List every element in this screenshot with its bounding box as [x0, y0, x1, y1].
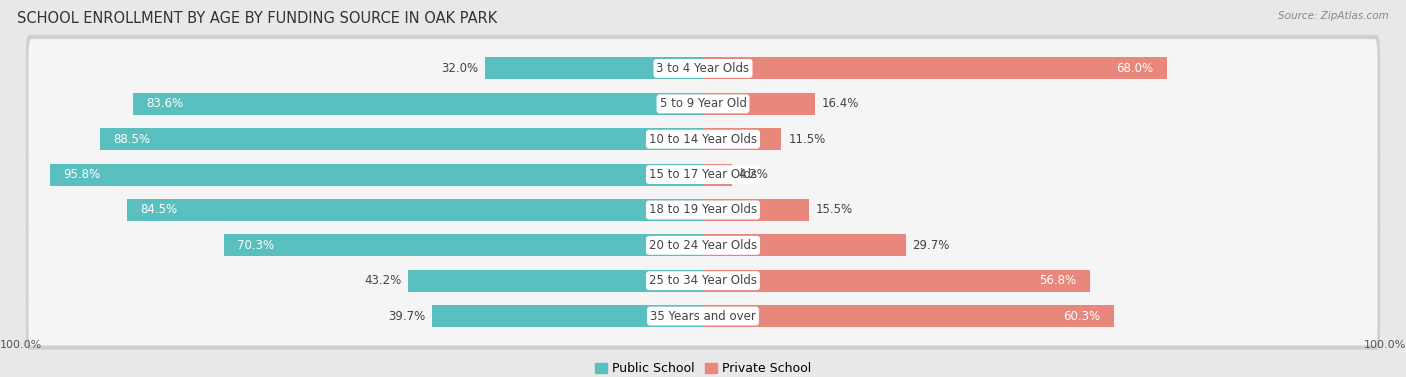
Text: 15.5%: 15.5%: [815, 204, 852, 216]
Text: 18 to 19 Year Olds: 18 to 19 Year Olds: [650, 204, 756, 216]
FancyBboxPatch shape: [25, 247, 1381, 314]
FancyBboxPatch shape: [25, 282, 1381, 350]
Text: 29.7%: 29.7%: [912, 239, 949, 252]
FancyBboxPatch shape: [28, 287, 1378, 345]
FancyBboxPatch shape: [25, 176, 1381, 244]
Text: 95.8%: 95.8%: [63, 168, 100, 181]
Bar: [703, 234, 905, 256]
Text: Source: ZipAtlas.com: Source: ZipAtlas.com: [1278, 11, 1389, 21]
Bar: [100, 128, 703, 150]
Text: 60.3%: 60.3%: [1063, 310, 1101, 323]
FancyBboxPatch shape: [25, 35, 1381, 102]
Text: SCHOOL ENROLLMENT BY AGE BY FUNDING SOURCE IN OAK PARK: SCHOOL ENROLLMENT BY AGE BY FUNDING SOUR…: [17, 11, 498, 26]
Text: 56.8%: 56.8%: [1039, 274, 1077, 287]
Text: 84.5%: 84.5%: [141, 204, 177, 216]
Text: 20 to 24 Year Olds: 20 to 24 Year Olds: [650, 239, 756, 252]
Bar: [485, 58, 703, 80]
Bar: [432, 305, 703, 327]
Bar: [224, 234, 703, 256]
FancyBboxPatch shape: [28, 216, 1378, 275]
Text: 16.4%: 16.4%: [821, 97, 859, 110]
Text: 35 Years and over: 35 Years and over: [650, 310, 756, 323]
Bar: [703, 58, 1167, 80]
Bar: [134, 93, 703, 115]
Legend: Public School, Private School: Public School, Private School: [595, 362, 811, 375]
Bar: [703, 199, 808, 221]
FancyBboxPatch shape: [28, 145, 1378, 204]
FancyBboxPatch shape: [28, 75, 1378, 133]
Bar: [127, 199, 703, 221]
Text: 3 to 4 Year Olds: 3 to 4 Year Olds: [657, 62, 749, 75]
Bar: [408, 270, 703, 292]
Text: 88.5%: 88.5%: [112, 133, 150, 146]
Text: 43.2%: 43.2%: [364, 274, 402, 287]
Text: 32.0%: 32.0%: [441, 62, 478, 75]
Bar: [703, 128, 782, 150]
Text: 39.7%: 39.7%: [388, 310, 426, 323]
Text: 10 to 14 Year Olds: 10 to 14 Year Olds: [650, 133, 756, 146]
Text: 5 to 9 Year Old: 5 to 9 Year Old: [659, 97, 747, 110]
FancyBboxPatch shape: [28, 39, 1378, 98]
Bar: [703, 270, 1090, 292]
FancyBboxPatch shape: [25, 141, 1381, 208]
Text: 15 to 17 Year Olds: 15 to 17 Year Olds: [650, 168, 756, 181]
FancyBboxPatch shape: [25, 212, 1381, 279]
Text: 11.5%: 11.5%: [789, 133, 825, 146]
Text: 70.3%: 70.3%: [238, 239, 274, 252]
Text: 68.0%: 68.0%: [1116, 62, 1153, 75]
Text: 25 to 34 Year Olds: 25 to 34 Year Olds: [650, 274, 756, 287]
Text: 83.6%: 83.6%: [146, 97, 184, 110]
FancyBboxPatch shape: [28, 110, 1378, 169]
FancyBboxPatch shape: [25, 106, 1381, 173]
Bar: [703, 305, 1114, 327]
FancyBboxPatch shape: [28, 251, 1378, 310]
FancyBboxPatch shape: [28, 181, 1378, 239]
Bar: [703, 164, 731, 185]
FancyBboxPatch shape: [25, 70, 1381, 138]
Text: 4.2%: 4.2%: [738, 168, 768, 181]
Bar: [703, 93, 815, 115]
Bar: [49, 164, 703, 185]
